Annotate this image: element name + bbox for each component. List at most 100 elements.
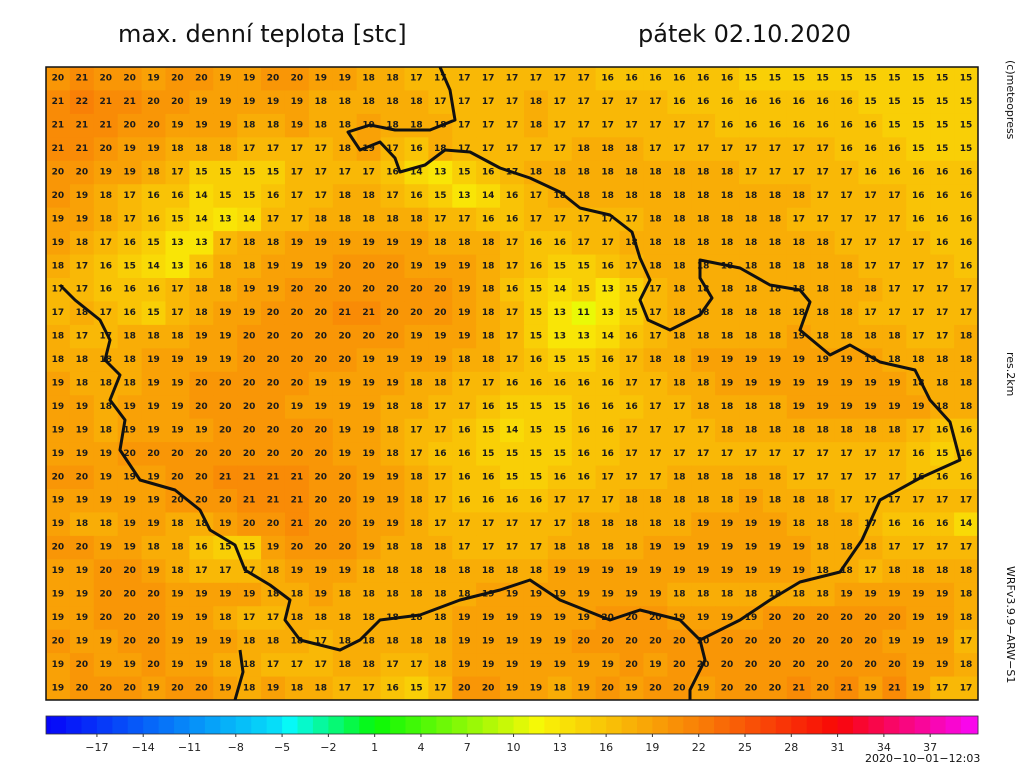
cell	[571, 512, 597, 537]
cell-value: 17	[482, 379, 495, 389]
cell-value: 17	[267, 214, 280, 224]
cell-value: 13	[601, 308, 614, 318]
cell-value: 17	[267, 613, 280, 623]
cell	[117, 395, 143, 420]
cell-value: 20	[243, 449, 256, 459]
cell-value: 19	[291, 238, 304, 248]
cell	[595, 113, 621, 138]
cell-value: 18	[338, 660, 351, 670]
cell	[810, 207, 836, 232]
cell-value: 20	[386, 261, 399, 271]
cell-value: 18	[936, 402, 949, 412]
cell	[930, 90, 955, 115]
cell-value: 19	[936, 590, 949, 600]
cell-value: 20	[76, 683, 89, 693]
cell	[261, 676, 286, 701]
cell-value: 17	[171, 168, 184, 178]
cell	[237, 489, 262, 513]
cell-value: 18	[434, 613, 447, 623]
cell-value: 17	[960, 308, 973, 318]
cell	[858, 160, 883, 185]
cell	[930, 278, 955, 302]
cell	[476, 184, 501, 209]
cell-value: 17	[434, 683, 447, 693]
colorbar-segment	[204, 716, 221, 734]
cell	[404, 371, 429, 396]
cell-value: 18	[960, 660, 973, 670]
cell	[452, 113, 477, 138]
cell-value: 17	[338, 683, 351, 693]
cell	[667, 67, 692, 91]
cell-value: 14	[601, 332, 614, 342]
cell	[189, 348, 214, 373]
cell	[404, 324, 429, 349]
cell-value: 20	[76, 168, 89, 178]
cell	[786, 489, 812, 513]
cell-value: 16	[936, 425, 949, 435]
colorbar-tick-label: −17	[85, 741, 108, 754]
cell	[189, 254, 214, 279]
cell	[834, 348, 860, 373]
border-line	[346, 66, 962, 642]
cell	[906, 278, 931, 302]
cell	[404, 207, 429, 232]
cell-value: 17	[864, 238, 877, 248]
cell-value: 18	[482, 355, 495, 365]
cell	[332, 90, 358, 115]
cell-value: 19	[147, 496, 160, 506]
cell-value: 19	[506, 660, 519, 670]
cell-value: 15	[554, 355, 567, 365]
cell	[834, 418, 860, 443]
cell-value: 20	[123, 121, 136, 131]
cell	[380, 465, 405, 490]
cell	[954, 137, 979, 162]
cell	[237, 395, 262, 420]
cell-value: 16	[601, 74, 614, 84]
cell-value: 20	[243, 355, 256, 365]
cell	[571, 67, 597, 91]
cell-value: 15	[530, 425, 543, 435]
cell-value: 19	[577, 613, 590, 623]
cell-value: 18	[554, 543, 567, 553]
cell	[571, 137, 597, 162]
cell-value: 18	[338, 636, 351, 646]
colorbar-segment	[50, 716, 67, 734]
cell-value: 18	[840, 261, 853, 271]
cell	[332, 535, 358, 560]
cell	[261, 653, 286, 678]
cell-value: 18	[410, 472, 423, 482]
cell-value: 19	[195, 425, 208, 435]
cell	[762, 489, 788, 513]
cell	[643, 653, 668, 678]
cell-value: 18	[840, 543, 853, 553]
cell	[691, 442, 716, 467]
cell-value: 16	[99, 285, 112, 295]
cell	[882, 160, 907, 185]
cell	[834, 324, 860, 349]
cell	[141, 512, 166, 537]
cell	[404, 348, 429, 373]
cell-value: 17	[482, 543, 495, 553]
cell-value: 19	[52, 519, 65, 529]
cell-value: 20	[123, 590, 136, 600]
cell	[69, 442, 95, 467]
cell	[691, 418, 716, 443]
cell-value: 18	[410, 496, 423, 506]
cell-value: 18	[362, 660, 375, 670]
cell-value: 18	[315, 97, 328, 107]
cell	[858, 418, 883, 443]
cell	[930, 418, 955, 443]
cell	[858, 582, 883, 607]
cell	[476, 324, 501, 349]
cell	[619, 489, 644, 513]
cell-value: 17	[864, 214, 877, 224]
cell	[786, 231, 812, 256]
colorbar-tick-label: 13	[553, 741, 567, 754]
cell-value: 17	[816, 214, 829, 224]
cell	[261, 254, 286, 279]
cell	[834, 254, 860, 279]
cell	[500, 301, 525, 326]
cell	[547, 512, 573, 537]
colorbar-tick-label: −8	[228, 741, 244, 754]
cell	[93, 442, 119, 467]
